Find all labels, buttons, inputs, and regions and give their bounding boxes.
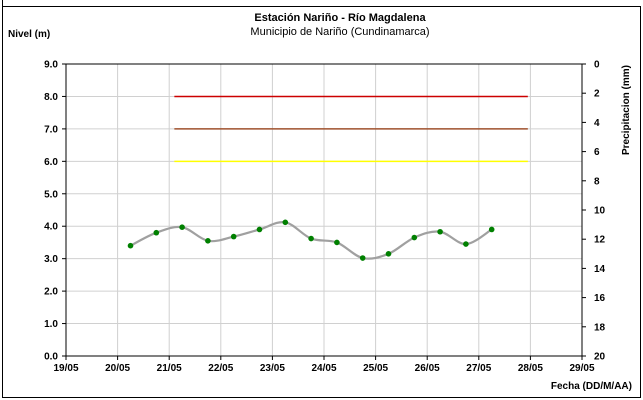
y2-tick-label: 10 — [594, 206, 606, 217]
chart-subtitle: Municipio de Nariño (Cundinamarca) — [250, 26, 429, 38]
y-tick-label: 8.0 — [44, 92, 58, 103]
x-tick-label: 23/05 — [260, 363, 285, 374]
data-point — [308, 235, 314, 242]
y-tick-label: 9.0 — [44, 60, 58, 71]
y-tick-label: 7.0 — [44, 124, 58, 135]
data-point — [437, 228, 443, 235]
y2-tick-label: 4 — [594, 118, 600, 129]
x-tick-label: 29/05 — [569, 363, 594, 374]
y2-tick-label: 18 — [594, 322, 606, 333]
data-point — [127, 242, 134, 249]
plot-area: 0.0 1.0 2.0 3.0 4.0 5.0 6.0 7.0 8.0 9.0 0 2 4 6 8 10 12 1… — [44, 60, 605, 375]
y-tick-label: 1.0 — [44, 319, 58, 330]
x-tick-label: 21/05 — [157, 363, 182, 374]
x-tick-label: 22/05 — [208, 363, 233, 374]
data-point — [411, 234, 418, 241]
y2-tick-label: 16 — [594, 293, 606, 304]
y2-tick-label: 0 — [594, 60, 600, 71]
data-point — [359, 255, 366, 261]
x-tick-label: 19/05 — [53, 363, 78, 374]
y-tick-label: 0.0 — [44, 352, 58, 363]
data-point — [334, 239, 340, 246]
y-tick-label: 2.0 — [44, 287, 58, 298]
y-tick-label: 4.0 — [44, 222, 58, 233]
chart-title: Estación Nariño - Río Magdalena — [254, 12, 426, 24]
data-point — [463, 241, 469, 247]
data-point — [153, 229, 160, 236]
y-tick-label: 3.0 — [44, 254, 58, 265]
data-point — [282, 219, 289, 226]
data-point — [385, 251, 392, 257]
data-point — [488, 226, 495, 233]
data-point — [179, 224, 185, 230]
y2-tick-label: 2 — [594, 89, 600, 100]
x-tick-label: 27/05 — [466, 363, 491, 374]
chart-frame — [2, 6, 641, 398]
x-axis-label: Fecha (DD/M/AA) — [551, 381, 632, 392]
y2-axis-label: Precipitacion (mm) — [621, 65, 632, 155]
y2-tick-label: 12 — [594, 235, 606, 246]
x-tick-label: 20/05 — [105, 363, 130, 374]
x-tick-label: 26/05 — [415, 363, 440, 374]
frame-corner-tick — [2, 0, 3, 6]
x-tick-label: 24/05 — [311, 363, 336, 374]
y-axis-label: Nivel (m) — [8, 29, 50, 40]
y-tick-label: 6.0 — [44, 157, 58, 168]
data-point — [256, 226, 263, 233]
y2-tick-label: 8 — [594, 176, 600, 187]
data-point — [230, 233, 237, 240]
y2-tick-label: 14 — [594, 264, 606, 275]
y2-tick-label: 6 — [594, 147, 600, 158]
y2-tick-label: 20 — [594, 352, 606, 363]
data-point — [205, 238, 211, 244]
y-tick-label: 5.0 — [44, 189, 58, 200]
x-tick-label: 28/05 — [518, 363, 543, 374]
x-tick-label: 25/05 — [363, 363, 388, 374]
